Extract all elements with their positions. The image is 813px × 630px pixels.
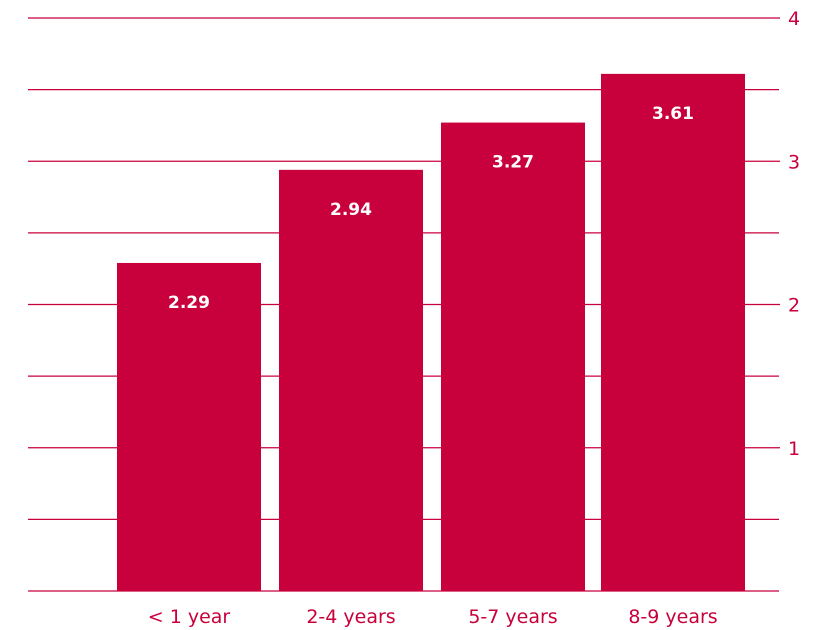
x-category-label: 8-9 years [628,606,717,628]
bar-value-label: 3.61 [652,104,694,124]
x-category-label: < 1 year [148,606,231,628]
bar [117,262,261,591]
x-category-label: 2-4 years [306,606,395,628]
bar [441,122,585,591]
x-axis-categories: < 1 year 2-4 years 5-7 years 8-9 years [148,606,718,628]
y-tick-label: 1 [788,438,800,460]
bar-value-label: 2.94 [330,200,372,220]
bar-value-label: 2.29 [168,293,210,313]
bar-value-label: 3.27 [492,153,534,173]
y-tick-label: 2 [788,295,800,317]
bars: 2.29 2.94 3.27 3.61 [117,73,745,592]
y-tick-label: 3 [788,151,800,173]
y-axis-ticks: 1 2 3 4 [788,8,800,460]
x-category-label: 5-7 years [468,606,557,628]
bar [279,169,423,591]
y-tick-label: 4 [788,8,800,30]
bar [601,73,745,592]
